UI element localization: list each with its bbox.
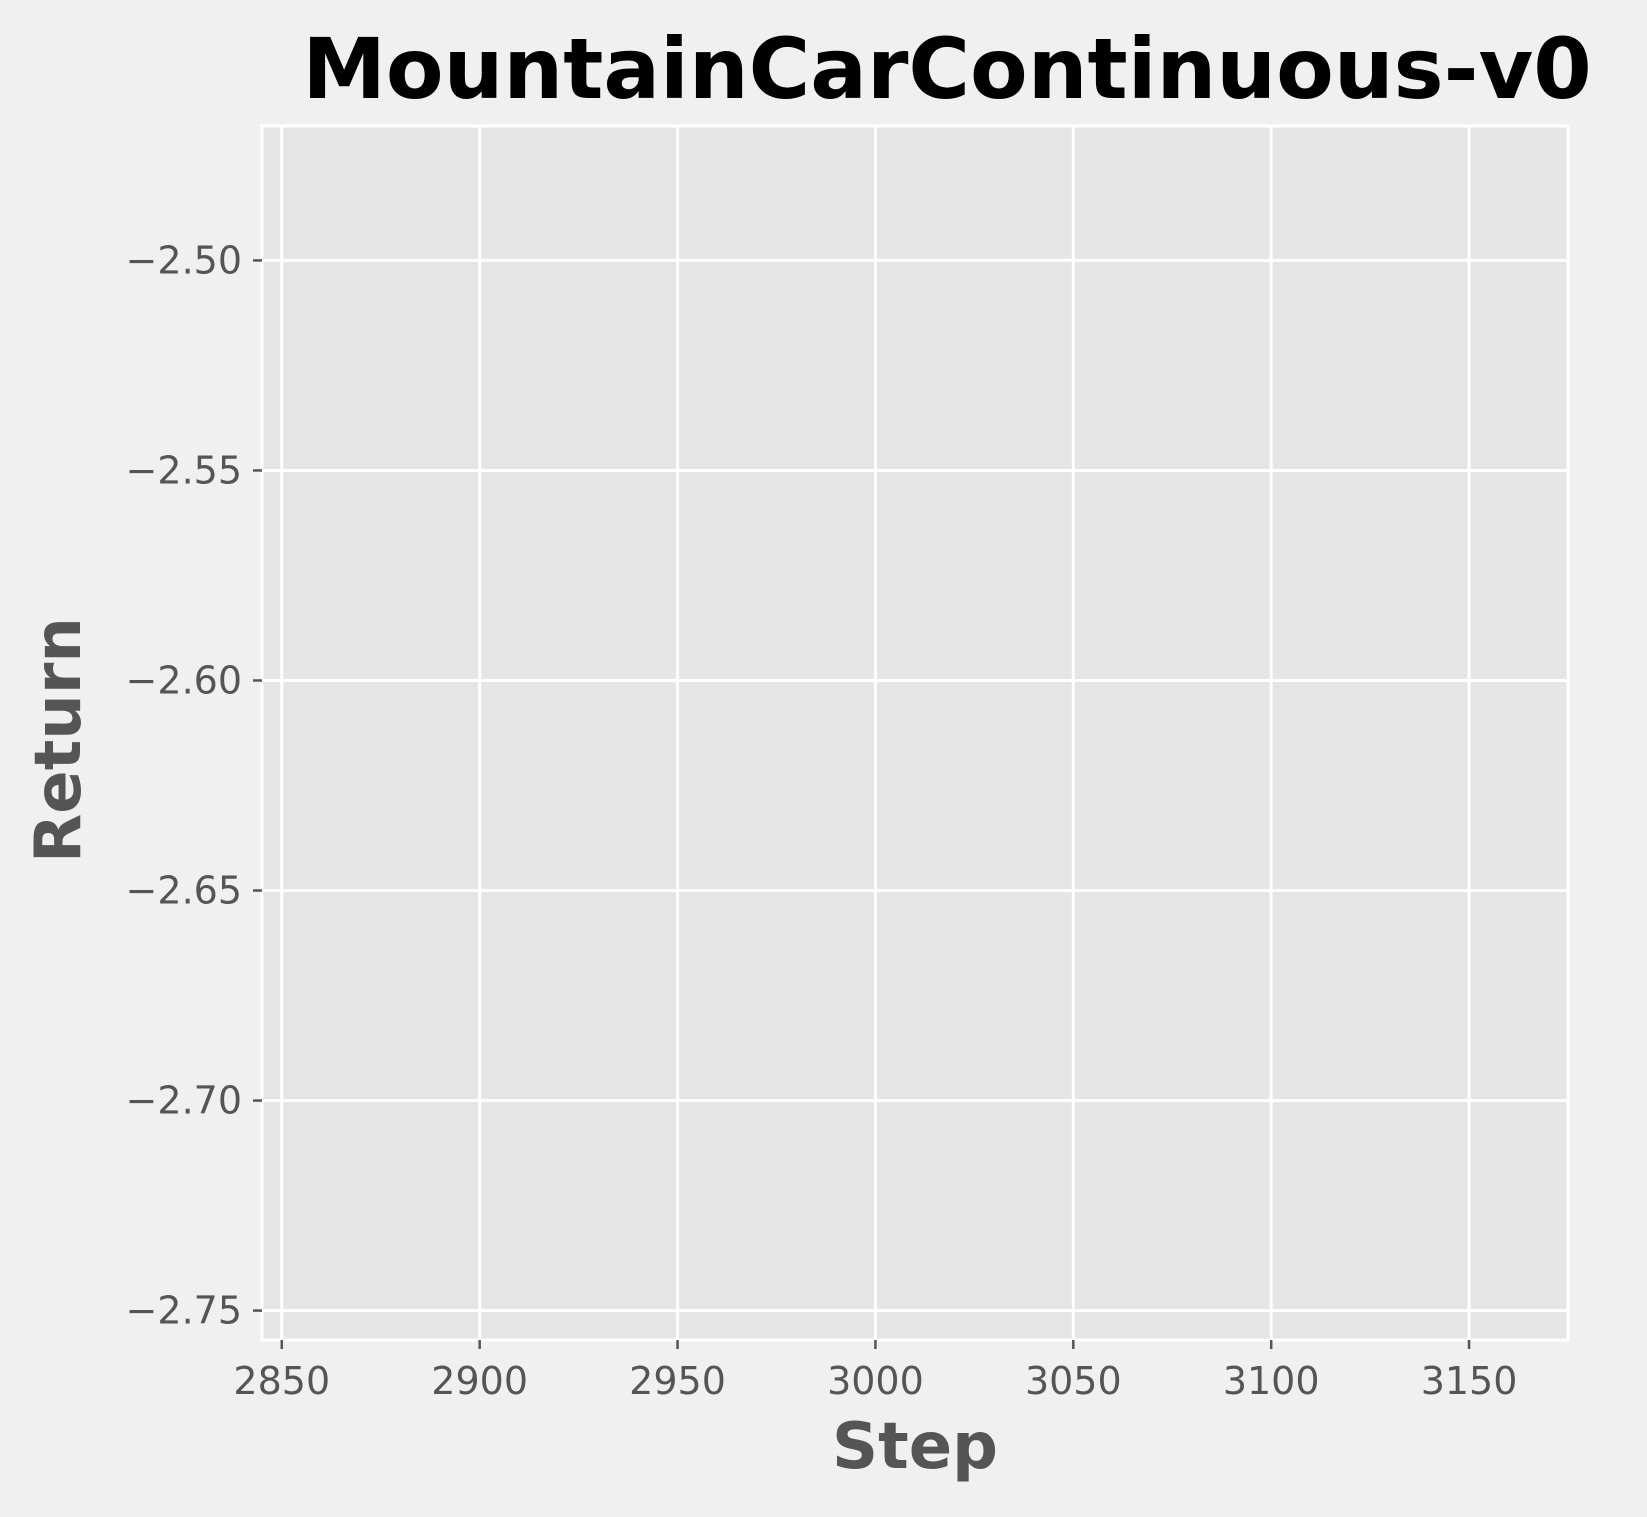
y-axis-label: Return (22, 617, 96, 863)
x-tick-label: 3150 (1421, 1359, 1518, 1403)
plot-frame (260, 124, 1570, 1342)
x-tick-label: 3000 (827, 1359, 924, 1403)
y-tick-label: −2.50 (126, 238, 242, 282)
x-tick-label: 2900 (431, 1359, 528, 1403)
x-tick-label: 2850 (233, 1359, 330, 1403)
y-tick-label: −2.55 (126, 448, 242, 492)
y-tick-label: −2.65 (126, 869, 242, 913)
plot-area (262, 126, 1568, 1340)
y-tick-label: −2.60 (126, 658, 242, 702)
x-axis-label: Step (832, 1410, 998, 1484)
y-tick-label: −2.75 (126, 1289, 242, 1333)
x-tick-label: 2950 (629, 1359, 726, 1403)
y-tick-label: −2.70 (126, 1079, 242, 1123)
x-tick-label: 3100 (1223, 1359, 1320, 1403)
ticks: 2850 2900 2950 3000 3050 3100 3150 −2.50 −2.55 −2… (126, 238, 1518, 1403)
chart-title: MountainCarContinuous-v0 (302, 20, 1591, 118)
grid (260, 124, 1570, 1342)
x-tick-label: 3050 (1025, 1359, 1122, 1403)
